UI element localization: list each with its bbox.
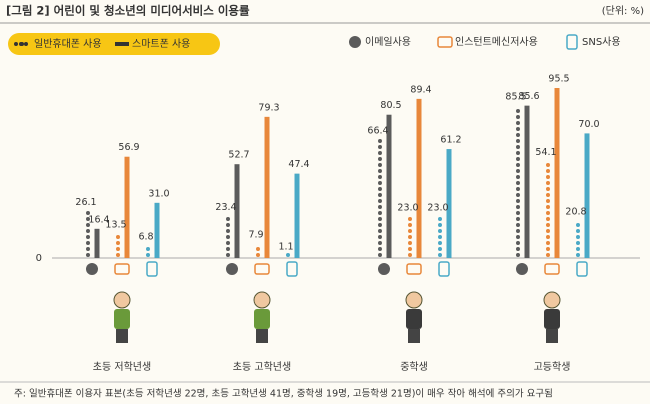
sns-icon (576, 261, 588, 277)
unit-label: (단위: %) (602, 4, 644, 17)
figure-head (113, 291, 131, 309)
value-label: 89.4 (410, 84, 431, 95)
messenger-icon (254, 263, 270, 275)
messenger-icon (406, 263, 422, 275)
solid-bar (446, 149, 452, 258)
value-label: 7.9 (248, 229, 263, 240)
figure-head (405, 291, 423, 309)
figure-legs (408, 329, 420, 343)
value-label: 61.2 (440, 135, 461, 146)
messenger-icon (544, 263, 560, 275)
messenger-icon (437, 36, 453, 48)
solid-bar (524, 105, 530, 258)
value-label: 85.6 (518, 91, 539, 102)
value-label: 47.4 (288, 159, 309, 170)
solid-bar (124, 156, 130, 258)
value-label: 13.5 (105, 219, 126, 230)
y-tick-label: 0 (36, 253, 42, 264)
x-tick-label: 중학생 (400, 361, 428, 373)
solid-bar (264, 116, 270, 258)
legend-label: 인스턴트메신저사용 (455, 36, 538, 48)
figure-head (543, 291, 561, 309)
legend-label: 일반휴대폰 사용 (34, 38, 102, 50)
value-label: 66.4 (367, 125, 388, 136)
x-tick-label: 초등 고학년생 (233, 361, 291, 373)
email-icon (349, 36, 361, 48)
figure-body (254, 309, 270, 329)
solid-bar (416, 98, 422, 258)
value-label: 20.8 (565, 206, 586, 217)
figure-body (114, 309, 130, 329)
value-label: 70.0 (578, 119, 599, 130)
solid-bar (584, 133, 590, 258)
value-label: 23.0 (427, 203, 448, 214)
value-label: 56.9 (118, 142, 139, 153)
value-label: 79.3 (258, 102, 279, 113)
legend-label: 스마트폰 사용 (132, 38, 190, 50)
device-legend-box (8, 33, 220, 55)
value-label: 54.1 (535, 147, 556, 158)
solid-bar (386, 114, 392, 259)
chart-title: [그림 2] 어린이 및 청소년의 미디어서비스 이용률 (6, 4, 250, 18)
solid-bar (94, 228, 100, 258)
email-icon (86, 263, 98, 275)
figure-body (406, 309, 422, 329)
value-label: 23.4 (215, 202, 236, 213)
value-label: 85.5 (505, 91, 526, 102)
email-icon (378, 263, 390, 275)
solid-bar (154, 202, 160, 258)
footnote: 주: 일반휴대폰 이용자 표본(초등 저학년생 22명, 초등 고학년생 41명… (14, 388, 553, 400)
value-label: 6.8 (138, 231, 153, 242)
figure-legs (546, 329, 558, 343)
solid-bar (294, 173, 300, 258)
sns-icon (438, 261, 450, 277)
x-tick-label: 초등 저학년생 (93, 361, 151, 373)
legend-label: SNS사용 (582, 36, 621, 48)
value-label: 95.5 (548, 74, 569, 85)
sns-icon (566, 34, 578, 50)
value-label: 16.4 (88, 214, 109, 225)
email-icon (226, 263, 238, 275)
sns-icon (286, 261, 298, 277)
figure-legs (116, 329, 128, 343)
legend-label: 이메일사용 (365, 36, 411, 48)
value-label: 80.5 (380, 100, 401, 111)
messenger-icon (114, 263, 130, 275)
solid-bar (554, 88, 560, 258)
figure-head (253, 291, 271, 309)
figure-body (544, 309, 560, 329)
x-tick-label: 고등학생 (534, 361, 571, 373)
value-label: 1.1 (278, 242, 293, 253)
figure-legs (256, 329, 268, 343)
sns-icon (146, 261, 158, 277)
solid-bar (234, 164, 240, 258)
value-label: 52.7 (228, 150, 249, 161)
value-label: 31.0 (148, 188, 169, 199)
value-label: 26.1 (75, 197, 96, 208)
value-label: 23.0 (397, 203, 418, 214)
email-icon (516, 263, 528, 275)
legend-solid (115, 42, 129, 46)
